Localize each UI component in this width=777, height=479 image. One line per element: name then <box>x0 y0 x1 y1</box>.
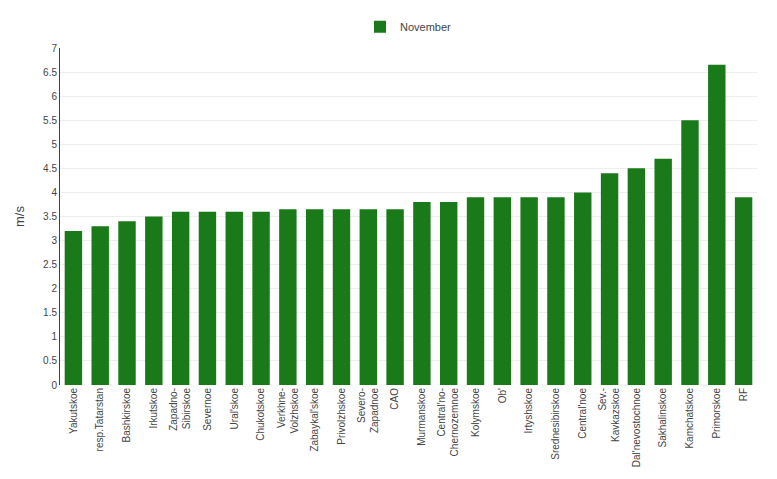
svg-text:m/s: m/s <box>12 206 27 227</box>
svg-text:Severo-Zapadnoe: Severo-Zapadnoe <box>356 388 380 433</box>
svg-text:5: 5 <box>51 139 57 150</box>
svg-text:Ob': Ob' <box>497 388 508 403</box>
svg-text:6: 6 <box>51 91 57 102</box>
svg-text:0.5: 0.5 <box>43 355 57 366</box>
svg-text:Bashkirskoe: Bashkirskoe <box>121 388 132 443</box>
svg-text:Sev.-Kavkazskoe: Sev.-Kavkazskoe <box>597 388 621 442</box>
svg-text:6.5: 6.5 <box>43 67 57 78</box>
svg-text:Srednesibirskoe: Srednesibirskoe <box>550 388 561 460</box>
svg-text:CAO: CAO <box>389 388 400 410</box>
svg-text:November: November <box>400 21 451 33</box>
svg-text:Ural'skoe: Ural'skoe <box>229 388 240 430</box>
svg-text:7: 7 <box>51 43 57 54</box>
svg-text:Kamchatskoe: Kamchatskoe <box>684 388 695 449</box>
svg-text:Primorskoe: Primorskoe <box>711 388 722 439</box>
svg-text:5.5: 5.5 <box>43 115 57 126</box>
svg-text:Zabaykal'skoe: Zabaykal'skoe <box>309 388 320 452</box>
svg-text:Verkhne-Volzhskoe: Verkhne-Volzhskoe <box>276 388 300 434</box>
svg-text:2: 2 <box>51 283 57 294</box>
svg-text:Yakutskoe: Yakutskoe <box>68 388 79 434</box>
svg-text:Privolzhskoe: Privolzhskoe <box>336 388 347 445</box>
svg-text:0: 0 <box>51 380 57 391</box>
svg-text:resp.Tatarstan: resp.Tatarstan <box>94 388 105 451</box>
svg-text:Kolymskoe: Kolymskoe <box>470 388 481 437</box>
svg-text:Central'no-Chernozemnoe: Central'no-Chernozemnoe <box>436 388 460 457</box>
svg-text:4.5: 4.5 <box>43 163 57 174</box>
svg-text:Chukotskoe: Chukotskoe <box>255 388 266 441</box>
svg-text:Severnoe: Severnoe <box>202 388 213 431</box>
svg-text:2.5: 2.5 <box>43 259 57 270</box>
svg-text:Sakhalinskoe: Sakhalinskoe <box>657 388 668 448</box>
svg-text:Central'noe: Central'noe <box>577 388 588 439</box>
svg-text:Murmanskoe: Murmanskoe <box>416 388 427 446</box>
svg-text:3.5: 3.5 <box>43 211 57 222</box>
svg-text:RF: RF <box>738 388 749 401</box>
svg-text:1: 1 <box>51 331 57 342</box>
svg-text:Irkutskoe: Irkutskoe <box>148 388 159 429</box>
svg-text:3: 3 <box>51 235 57 246</box>
svg-text:Dal'nevostochnoe: Dal'nevostochnoe <box>631 388 642 468</box>
svg-text:Irtyshskoe: Irtyshskoe <box>523 388 534 434</box>
svg-text:1.5: 1.5 <box>43 307 57 318</box>
svg-text:4: 4 <box>51 187 57 198</box>
svg-text:Zapadno-Sibirskoe: Zapadno-Sibirskoe <box>168 388 192 431</box>
